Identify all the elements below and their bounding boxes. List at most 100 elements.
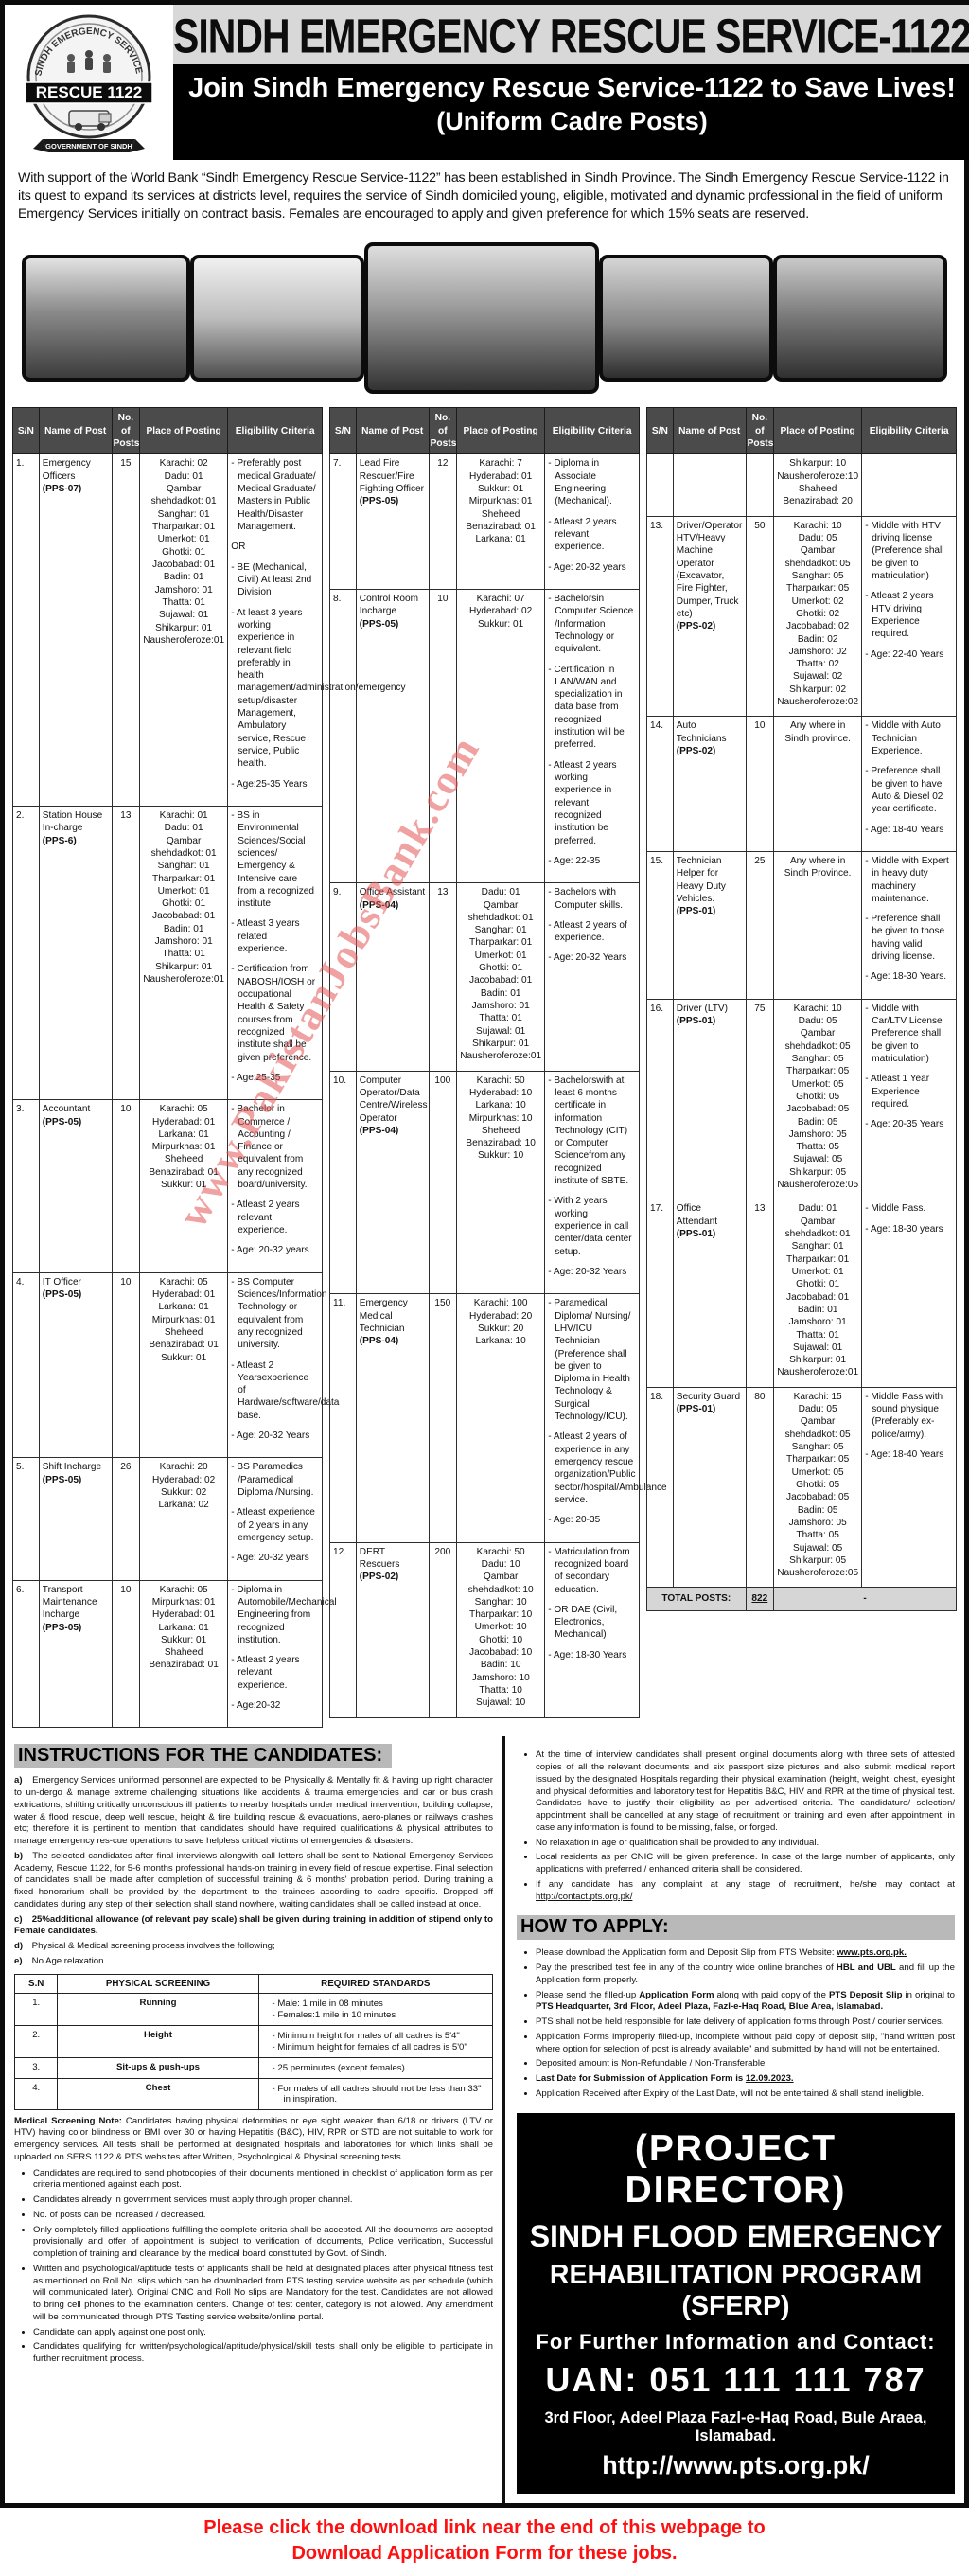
director-line-1: (PROJECT DIRECTOR)	[625, 2127, 847, 2211]
job-posts-count: 100	[428, 1070, 458, 1295]
job-places: Dadu: 01 Qambar shehdadkot: 01 Sanghar: 01…	[773, 1199, 863, 1388]
job-places: Karachi: 01 Dadu: 01 Qambar shehdadkot: 01…	[139, 805, 229, 1101]
job-pay-scale: (PPS-05)	[42, 1116, 82, 1128]
job-row: 17. Office Attendant (PPS-01) 13 Dadu: 01…	[646, 1199, 957, 1388]
job-posts-count: 200	[428, 1541, 458, 1718]
column-header: No. of Posts	[428, 407, 458, 455]
rescue-1122-logo-svg: SINDH EMERGENCY SERVICE RESCUE 1122 GOVE…	[25, 14, 153, 152]
job-sn: 5.	[12, 1457, 40, 1581]
job-pay-scale: (PPS-01)	[676, 1229, 716, 1240]
job-sn: 8.	[329, 588, 357, 884]
job-row: 6. Transport Maintenance Incharge (PPS-05…	[12, 1579, 337, 1729]
job-name: DERT Rescuers (PPS-02)	[355, 1541, 430, 1718]
subtitle-line2: (Uniform Cadre Posts)	[436, 107, 708, 135]
how-to-apply-title: HOW TO APPLY:	[517, 1915, 955, 1941]
job-pay-scale: (PPS-05)	[359, 496, 399, 507]
job-criteria: - Bachelorswith at least 6 months certif…	[544, 1070, 640, 1295]
phys-name: Height	[57, 2024, 259, 2058]
column-header: Place of Posting	[773, 407, 863, 455]
job-places: Karachi: 20 Hyderabad: 02 Sukkur: 02 Larkan…	[139, 1457, 229, 1581]
director-line-2: SINDH FLOOD EMERGENCY	[529, 2218, 943, 2253]
job-table-group-2: S/N Name of Post No. of Posts Place of Post…	[329, 407, 667, 1718]
job-row: 10. Computer Operator/Data Centre/Wirele…	[329, 1070, 640, 1295]
photo-4	[599, 255, 773, 382]
physical-screening: S.N PHYSICAL SCREENING REQUIRED STANDARDS …	[13, 1973, 494, 2110]
job-row: 18. Security Guard (PPS-01) 80 Karachi: 1…	[646, 1386, 957, 1589]
job-pay-scale: (PPS-02)	[359, 1572, 399, 1583]
job-pay-scale: (PPS-05)	[42, 1474, 82, 1485]
candidate-note: Candidates qualifying for written/psycho…	[33, 2341, 493, 2366]
project-director-box: (PROJECT DIRECTOR) SINDH FLOOD EMERGENCY R…	[517, 2112, 955, 2494]
job-posts-count: 13	[111, 805, 141, 1101]
job-places: Any where in Sindh province.	[773, 716, 863, 852]
job-name: Office Assistant (PPS-04)	[355, 882, 430, 1072]
total-posts-row: TOTAL POSTS: 822 -	[646, 1587, 957, 1611]
total-posts-label: TOTAL POSTS:	[646, 1587, 747, 1611]
job-sn: 9.	[329, 882, 357, 1072]
download-hint-line2: Download Application Form for these jobs…	[291, 2542, 678, 2564]
job-name: Transport Maintenance Incharge (PPS-05)	[38, 1579, 113, 1729]
job-places: Karachi: 50 Hyderabad: 10 Larkana: 10 Mirpu…	[456, 1070, 546, 1295]
phys-header: REQUIRED STANDARDS	[257, 1973, 494, 1994]
phys-standards: - For males of all cadres should not be …	[257, 2077, 494, 2110]
phys-row: 1. Running - Male: 1 mile in 08 minutes -…	[13, 1992, 494, 2026]
job-name: IT Officer (PPS-05)	[38, 1271, 113, 1459]
job-row: 16. Driver (LTV) (PPS-01) 75 Karachi: 10 D…	[646, 998, 957, 1200]
photo-3	[364, 242, 599, 395]
logo-ribbon-text: GOVERNMENT OF SINDH	[45, 142, 132, 151]
job-places: Karachi: 50 Dadu: 10 Qambar shehdadkot: 10…	[456, 1541, 546, 1718]
total-posts-value: 822	[745, 1587, 775, 1611]
job-table-group-3: S/N Name of Post No. of Posts Place of Post…	[646, 407, 957, 1611]
column-header: No. of Posts	[745, 407, 775, 455]
job-sn: 17.	[646, 1199, 674, 1388]
main-title: SINDH EMERGENCY RESCUE SERVICE-1122	[173, 5, 969, 64]
director-line-6: 3rd Floor, Adeel Plaza Fazl-e-Haq Road, …	[544, 2408, 927, 2444]
job-sn: 2.	[12, 805, 40, 1101]
job-posts-count: 26	[111, 1457, 141, 1581]
job-row: 15. Technician Helper for Heavy Duty Veh…	[646, 850, 957, 1000]
job-places: Any where in Sindh Province.	[773, 850, 863, 1000]
job-sn: 1.	[12, 453, 40, 807]
photo-2	[190, 255, 364, 382]
apply-step: Deposited amount is Non-Refundable / Non…	[536, 2058, 955, 2070]
instructions-title: INSTRUCTIONS FOR THE CANDIDATES:	[14, 1744, 393, 1769]
job-row: 2. Station House In-charge (PPS-6) 13 Kar…	[12, 805, 323, 1101]
job-sn: 6.	[12, 1579, 40, 1729]
job-sn: 7.	[329, 453, 357, 590]
subtitle-line1: Join Sindh Emergency Rescue Service-1122…	[188, 73, 956, 103]
phys-row: 4. Chest - For males of all cadres shoul…	[13, 2077, 494, 2110]
job-pay-scale: (PPS-6)	[42, 835, 77, 846]
column-header: Eligibility Criteria	[861, 407, 957, 455]
phys-name: Chest	[57, 2077, 259, 2110]
job-sn: 12.	[329, 1541, 357, 1718]
job-name: Driver (LTV) (PPS-01)	[672, 998, 747, 1200]
column-header: No. of Posts	[111, 407, 141, 455]
job-row: 3. Accountant (PPS-05) 10 Karachi: 05 Hyde…	[12, 1099, 323, 1273]
job-table-group-1: S/N Name of Post No. of Posts Place of Post…	[12, 407, 406, 1729]
job-criteria: - BS Paramedics /Paramedical Diploma /Nu…	[227, 1457, 323, 1581]
job-row: Shikarpur: 10 Nausheroferoze:10 Shaheed Be…	[646, 453, 957, 517]
candidate-note: Candidates are required to send photocop…	[33, 2168, 493, 2193]
job-sn: 4.	[12, 1271, 40, 1459]
job-places: Karachi: 15 Dadu: 05 Qambar shehdadkot: 05…	[773, 1386, 863, 1589]
job-places: Shikarpur: 10 Nausheroferoze:10 Shaheed Be…	[773, 453, 863, 517]
job-places: Karachi: 10 Dadu: 05 Qambar shehdadkot: 05…	[773, 515, 863, 718]
job-row: 9. Office Assistant (PPS-04) 13 Dadu: 01 Q…	[329, 882, 640, 1072]
job-sn: 18.	[646, 1386, 674, 1589]
job-name: Accountant (PPS-05)	[38, 1099, 113, 1273]
job-posts-count: 150	[428, 1293, 458, 1543]
photo-1	[22, 255, 190, 382]
job-pay-scale: (PPS-04)	[359, 1336, 399, 1347]
job-posts-count: 13	[428, 882, 458, 1072]
phys-sn: 1.	[13, 1992, 59, 2026]
candidate-note: Only completely filled applications fulf…	[33, 2225, 493, 2261]
apply-step: PTS shall not be held responsible for la…	[536, 2016, 955, 2029]
interview-note: At the time of interview candidates shal…	[536, 1750, 955, 1834]
bottom-section: INSTRUCTIONS FOR THE CANDIDATES: a) Emer…	[5, 1735, 964, 2503]
job-row: 11. Emergency Medical Technician (PPS-04)…	[329, 1293, 667, 1543]
phys-sn: 4.	[13, 2077, 59, 2110]
logo-banner-text: RESCUE 1122	[36, 83, 142, 101]
job-posts-count: 13	[745, 1199, 775, 1388]
candidate-note: Candidates already in government service…	[33, 2194, 493, 2207]
job-criteria: - BS in Environmental Sciences/Social sc…	[227, 805, 323, 1101]
